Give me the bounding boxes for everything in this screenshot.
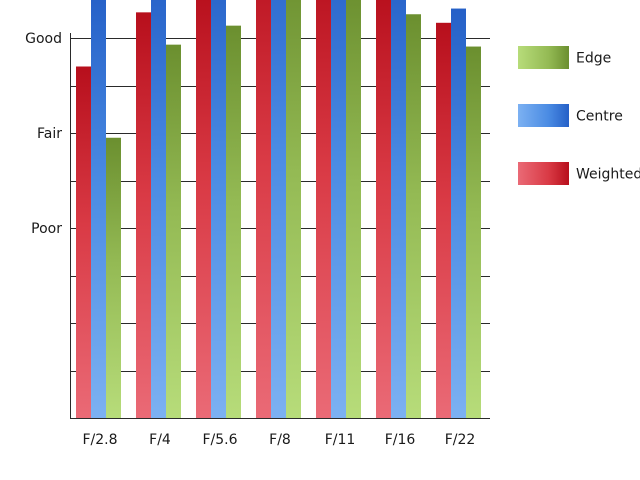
x-tick-label: F/2.8: [82, 432, 117, 448]
bar-weighted-f16: [376, 0, 391, 418]
legend-swatch-weighted: [518, 162, 569, 185]
y-tick-label-fair: Fair: [37, 126, 62, 142]
legend-label-weighted: Weighted: [576, 167, 640, 183]
bar-centre-f16: [391, 0, 406, 419]
axes: [70, 33, 490, 419]
bar-edge-f28: [106, 137, 121, 418]
x-tick-labels: F/2.8 F/4 F/5.6 F/8 F/11 F/16 F/22: [82, 432, 475, 448]
bar-edge-f11: [346, 0, 361, 419]
bars: [76, 0, 481, 419]
bar-weighted-f56: [196, 0, 211, 418]
y-tick-labels: PoorFairGoodExcellent: [25, 31, 62, 237]
bar-centre-f4: [151, 0, 166, 418]
bar-centre-f22: [451, 8, 466, 419]
bar-weighted-f8: [256, 0, 271, 419]
bar-edge-f16: [406, 14, 421, 418]
y-tick-label-poor: Poor: [31, 221, 62, 237]
legend-label-edge: Edge: [576, 51, 611, 67]
x-tick-label: F/4: [149, 432, 171, 448]
bar-weighted-f4: [136, 12, 151, 418]
bar-weighted-f11: [316, 0, 331, 419]
legend-swatch-centre: [518, 104, 569, 127]
bar-centre-f11: [331, 0, 346, 418]
legend-swatch-edge: [518, 46, 569, 69]
y-tick-label-good: Good: [25, 31, 62, 47]
legend: Edge Centre Weighted: [518, 46, 640, 185]
bar-weighted-f22: [436, 22, 451, 419]
x-tick-label: F/22: [445, 432, 476, 448]
bar-centre-f56: [211, 0, 226, 418]
bar-centre-f28: [91, 0, 106, 419]
bar-edge-f4: [166, 44, 181, 419]
bar-edge-f22: [466, 46, 481, 419]
x-tick-label: F/5.6: [202, 432, 237, 448]
legend-label-centre: Centre: [576, 109, 623, 125]
bar-weighted-f28: [76, 66, 91, 418]
bar-edge-f56: [226, 25, 241, 419]
x-tick-label: F/8: [269, 432, 291, 448]
x-tick-label: F/11: [325, 432, 356, 448]
x-tick-label: F/16: [385, 432, 416, 448]
bar-centre-f8: [271, 0, 286, 418]
bar-edge-f8: [286, 0, 301, 418]
